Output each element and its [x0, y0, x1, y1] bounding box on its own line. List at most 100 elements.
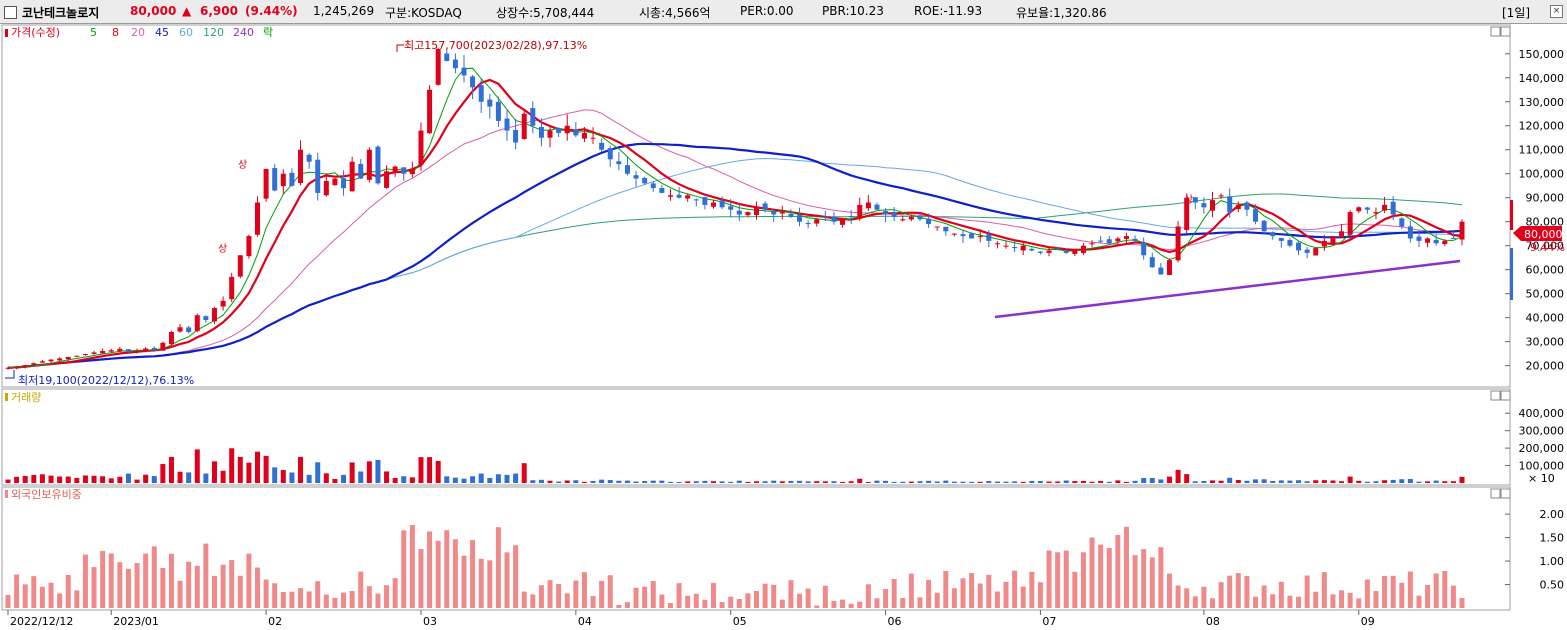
foreign-minimize-icon[interactable] [1490, 488, 1501, 499]
volume-bar [822, 481, 828, 483]
foreign-bar [1072, 571, 1078, 608]
candle [633, 175, 639, 179]
volume-bar [495, 474, 501, 483]
foreign-bar [1063, 550, 1069, 608]
candle [5, 367, 11, 369]
stock-name[interactable]: 코난테크놀로지 [22, 6, 100, 20]
volume-bar [728, 481, 734, 483]
volume-bar [883, 480, 889, 483]
price-tick-label: 150,000 [1519, 48, 1565, 61]
candle [91, 352, 97, 354]
volume-minimize-icon[interactable] [1490, 390, 1501, 401]
price-tick-label: 90,000 [1526, 192, 1565, 205]
foreign-bar [822, 585, 828, 608]
volume-bar [1184, 474, 1190, 483]
foreign-bar [1407, 571, 1413, 608]
foreign-bar [599, 580, 605, 608]
candle [986, 234, 992, 241]
foreign-bar [736, 598, 742, 608]
foreign-bar [1235, 573, 1241, 608]
foreign-bar [1330, 594, 1336, 608]
volume-bar [1253, 479, 1259, 483]
close-icon[interactable]: × [1550, 5, 1563, 18]
volume-bar [1012, 481, 1018, 483]
volume-bar [719, 481, 725, 483]
foreign-bar [1425, 584, 1431, 608]
candle [1356, 207, 1362, 212]
candle [186, 327, 192, 333]
candle [857, 204, 863, 218]
volume-bar [1089, 481, 1095, 483]
period-selector[interactable]: [1일] [1502, 6, 1531, 20]
date-tick-label: 07 [1042, 615, 1056, 628]
candle [1149, 257, 1155, 268]
volume-bar [246, 462, 252, 483]
volume-bar [556, 481, 562, 483]
volume-bar [1278, 480, 1284, 483]
candle [409, 168, 415, 175]
candle [1313, 248, 1319, 256]
foreign-bar [22, 584, 28, 608]
foreign-bar [65, 574, 71, 608]
date-tick-label: 2022/12/12 [10, 615, 73, 628]
candle [151, 347, 157, 351]
volume-bar [151, 476, 157, 483]
panel-minimize-icon[interactable] [1490, 26, 1501, 37]
candle [1339, 231, 1345, 238]
volume-bar [771, 480, 777, 483]
header-checkbox[interactable] [4, 6, 17, 19]
candle [667, 195, 673, 197]
price-tick-label: 120,000 [1519, 120, 1565, 133]
foreign-bar [556, 584, 562, 608]
volume-bar [1098, 481, 1104, 483]
reserve-ratio: 유보율:1,320.86 [1016, 6, 1107, 20]
foreign-bar [117, 562, 123, 608]
change-arrow-icon: ▲ [182, 4, 192, 18]
candle [1287, 240, 1293, 246]
foreign-bar [1373, 590, 1379, 608]
volume-bar [470, 476, 476, 483]
volume-bar [1141, 478, 1147, 483]
volume-bar [513, 473, 519, 483]
candle [341, 178, 347, 189]
foreign-bar [1141, 549, 1147, 608]
volume-bar [143, 474, 149, 483]
foreign-tick-label: 1.50 [1540, 532, 1565, 545]
price-tick-label: 60,000 [1526, 264, 1565, 277]
volume-bar [461, 478, 467, 483]
candle [1115, 238, 1121, 242]
foreign-bar [48, 582, 54, 608]
foreign-close-icon[interactable] [1500, 488, 1511, 499]
candle [298, 149, 304, 184]
candle [255, 202, 261, 235]
volume-bar [840, 481, 846, 483]
candle [659, 188, 665, 193]
panel-close-icon[interactable] [1500, 26, 1511, 37]
foreign-bar [1304, 575, 1310, 608]
foreign-bar [341, 592, 347, 608]
foreign-bar [1390, 575, 1396, 608]
candle [39, 361, 45, 363]
volume-bar [1080, 480, 1086, 483]
foreign-bar [418, 549, 424, 608]
foreign-bar [31, 576, 37, 608]
foreign-bar [581, 572, 587, 608]
foreign-bar [495, 527, 501, 608]
volume-bar [91, 475, 97, 483]
candle [607, 148, 613, 160]
volume-close-icon[interactable] [1500, 390, 1511, 401]
stock-chart[interactable]: 20,00030,00040,00050,00060,00070,00080,0… [0, 24, 1567, 630]
foreign-bar [1201, 586, 1207, 608]
foreign-bar [229, 560, 235, 608]
price-tick-label: 100,000 [1519, 168, 1565, 181]
date-tick-label: 03 [423, 615, 437, 628]
candle [1227, 196, 1233, 213]
foreign-bar [375, 593, 381, 608]
foreign-bar [211, 575, 217, 608]
trend-line[interactable] [994, 259, 1461, 319]
foreign-bar [960, 578, 966, 608]
foreign-bar [74, 590, 80, 608]
foreign-bar [160, 567, 166, 608]
volume-bar [521, 463, 527, 483]
volume-bar [710, 481, 716, 483]
